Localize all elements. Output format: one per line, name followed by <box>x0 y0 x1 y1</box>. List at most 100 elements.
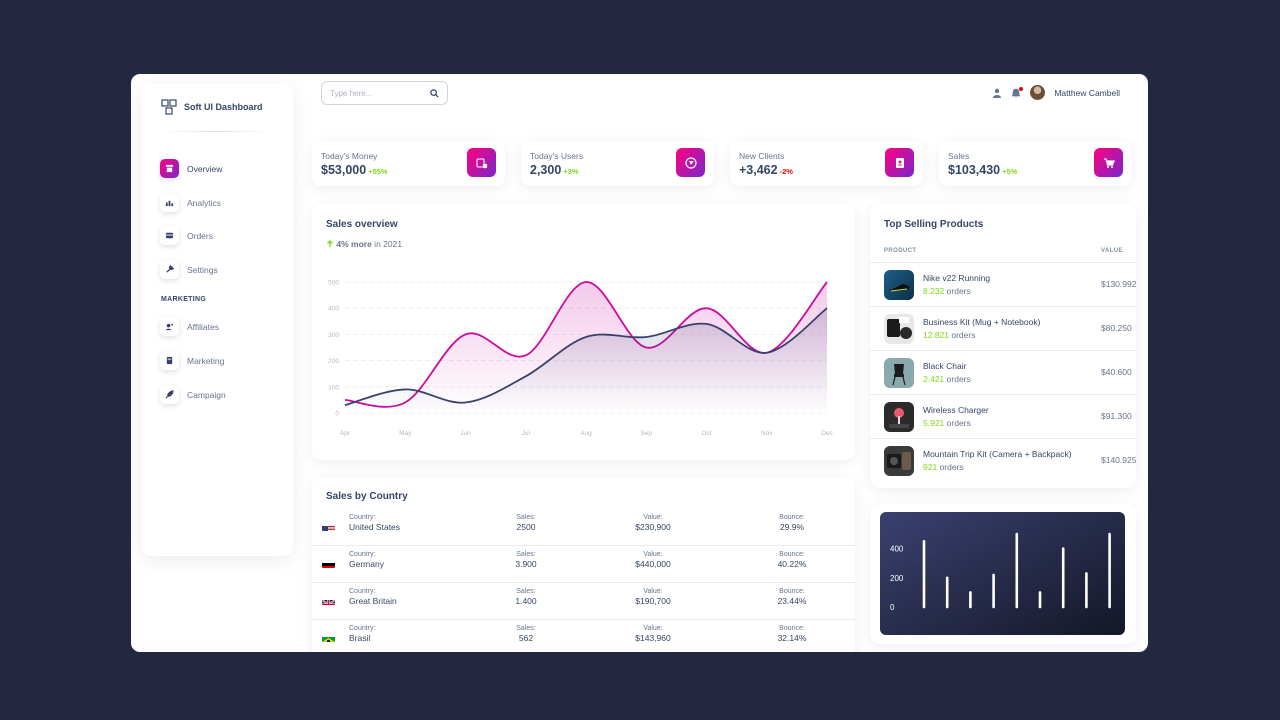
gb-flag-icon <box>322 596 335 605</box>
globe-icon <box>676 148 705 177</box>
sidebar-item-marketing[interactable]: Marketing <box>160 351 224 370</box>
tools-icon <box>160 260 179 279</box>
product-orders: 8.232 orders <box>923 286 971 296</box>
sidebar: Soft UI Dashboard Overview Analytics Ord… <box>141 84 293 556</box>
stat-card-sales: Sales $103,430 +5% <box>939 141 1132 186</box>
sidebar-item-analytics[interactable]: Analytics <box>160 193 221 212</box>
bar-chart: 0 200 400 <box>890 532 1111 612</box>
sidebar-item-overview[interactable]: Overview <box>160 159 222 178</box>
product-value: $40.600 <box>1101 367 1132 377</box>
series-area <box>345 308 827 413</box>
value-cell: Value: $190,700 <box>635 588 671 606</box>
table-row[interactable]: Country: Great Britain Sales: 1.400 Value:… <box>312 583 855 620</box>
stat-label: New Clients <box>739 151 785 161</box>
stat-value: +3,462 -2% <box>739 163 793 177</box>
money-icon <box>467 148 496 177</box>
x-tick-label: May <box>399 430 412 437</box>
sidebar-section-marketing: MARKETING <box>161 296 207 303</box>
value-cell: Value: $143,960 <box>635 625 671 643</box>
bounce-cell: Bounce: 23.44% <box>777 588 807 606</box>
card-title: Sales overview <box>326 219 398 230</box>
search-input[interactable] <box>330 88 425 98</box>
stat-card-money: Today's Money $53,000 +55% <box>312 141 505 186</box>
product-thumbnail <box>884 314 914 344</box>
sidebar-item-label: Campaign <box>187 389 226 400</box>
sidebar-item-label: Orders <box>187 230 213 241</box>
stat-value: $53,000 +55% <box>321 163 388 177</box>
x-tick-label: Sep <box>640 430 652 437</box>
notification-dot <box>1019 86 1024 91</box>
product-orders: 2.421 orders <box>923 374 971 384</box>
bounce-cell: Bounce: 29.9% <box>779 514 805 532</box>
product-row[interactable]: Business Kit (Mug + Notebook) 12.821 ord… <box>870 306 1136 350</box>
country-cell: Country: Germany <box>349 551 384 569</box>
search-icon[interactable] <box>430 88 439 98</box>
series-line <box>344 307 828 407</box>
product-thumbnail <box>884 358 914 388</box>
header-actions: Matthew Cambell <box>992 85 1120 100</box>
user-icon[interactable] <box>992 88 1002 98</box>
sidebar-item-label: Settings <box>187 264 218 275</box>
card-title: Top Selling Products <box>884 219 984 230</box>
product-value: $140.925 <box>1101 455 1136 465</box>
y-tick-label: 400 <box>328 306 339 313</box>
sidebar-item-orders[interactable]: Orders <box>160 226 213 245</box>
product-thumbnail <box>884 270 914 300</box>
chart-icon <box>160 193 179 212</box>
x-tick-label: Oct <box>701 430 711 437</box>
bell-icon[interactable] <box>1011 86 1024 98</box>
country-cell: Country: Great Britain <box>349 588 397 606</box>
product-row[interactable]: Nike v22 Running 8.232 orders $130.992 <box>870 262 1136 306</box>
product-orders: 12.821 orders <box>923 330 976 340</box>
stat-delta: +5% <box>1002 167 1018 176</box>
product-name: Black Chair <box>923 361 967 371</box>
card-icon <box>160 226 179 245</box>
product-row[interactable]: Wireless Charger 5.921 orders $91.300 <box>870 394 1136 438</box>
stat-delta: +55% <box>368 167 388 176</box>
sidebar-item-affiliates[interactable]: Affiliates <box>160 317 219 336</box>
sidebar-item-campaign[interactable]: Campaign <box>160 385 226 404</box>
active-users-card: 0 200 400 <box>870 504 1136 644</box>
table-row[interactable]: Country: Brasil Sales: 562 Value: $143,960 … <box>312 620 855 652</box>
y-tick-label: 500 <box>328 280 339 287</box>
arrow-up-icon <box>327 240 333 247</box>
cart-icon <box>1094 148 1123 177</box>
product-name: Mountain Trip Kit (Camera + Backpack) <box>923 449 1072 459</box>
stat-value: $103,430 +5% <box>948 163 1018 177</box>
search-box <box>321 81 448 105</box>
sales-by-country-card: Sales by Country Country: United States S… <box>312 477 855 652</box>
bar-chart-panel: 0 200 400 <box>880 512 1125 635</box>
sidebar-item-label: Affiliates <box>187 321 219 332</box>
value-cell: Value: $440,000 <box>635 551 671 569</box>
country-cell: Country: Brasil <box>349 625 376 643</box>
sales-line-chart: 0 100 200 300 400 500 Apr May Jun Jul Aug Sep Oct Nov… <box>328 280 833 438</box>
y-tick-label: 100 <box>328 384 339 391</box>
table-row[interactable]: Country: Germany Sales: 3.900 Value: $440,0… <box>312 546 855 583</box>
product-row[interactable]: Mountain Trip Kit (Camera + Backpack) 92… <box>870 438 1136 482</box>
bar-y-tick-label: 400 <box>890 545 904 554</box>
product-value: $91.300 <box>1101 411 1132 421</box>
de-flag-icon <box>322 559 335 568</box>
sales-cell: Sales: 562 <box>516 625 536 643</box>
stat-card-clients: New Clients +3,462 -2% <box>730 141 923 186</box>
product-name: Wireless Charger <box>923 405 989 415</box>
sidebar-item-label: Marketing <box>187 355 225 366</box>
product-row[interactable]: Black Chair 2.421 orders $40.600 <box>870 350 1136 394</box>
brand[interactable]: Soft UI Dashboard <box>161 99 263 115</box>
clipboard-icon <box>885 148 914 177</box>
sidebar-item-settings[interactable]: Settings <box>160 260 218 279</box>
table-row[interactable]: Country: United States Sales: 2500 Value: $… <box>312 509 855 546</box>
sidebar-item-label: Overview <box>187 163 223 174</box>
sales-cell: Sales: 1.400 <box>515 588 537 606</box>
product-thumbnail <box>884 446 914 476</box>
bounce-cell: Bounce: 40.22% <box>777 551 807 569</box>
user-name[interactable]: Matthew Cambell <box>1054 87 1120 98</box>
sidebar-divider <box>161 131 271 132</box>
product-name: Business Kit (Mug + Notebook) <box>923 317 1041 327</box>
product-value: $130.992 <box>1101 279 1136 289</box>
column-header-value: VALUE <box>1101 248 1123 254</box>
column-header-product: PRODUCT <box>884 248 917 254</box>
stat-label: Today's Money <box>321 151 378 161</box>
avatar[interactable] <box>1030 85 1046 100</box>
y-tick-label: 200 <box>328 358 339 365</box>
